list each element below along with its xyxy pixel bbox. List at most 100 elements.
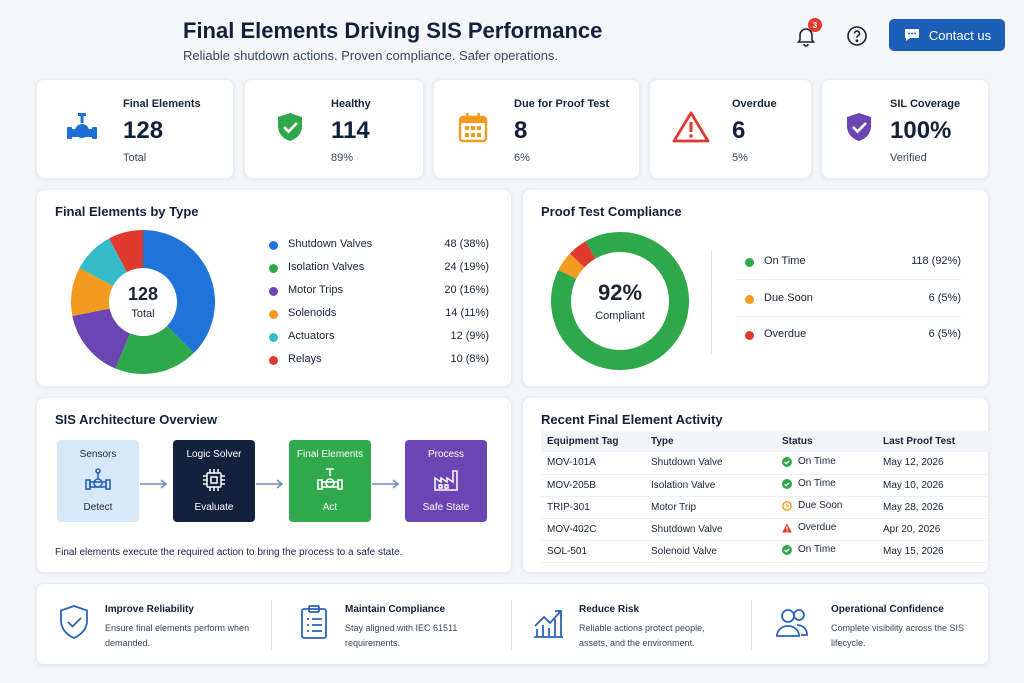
table-row[interactable]: MOV-402C Shutdown Valve Overdue Apr 20, 2… (541, 518, 991, 541)
donut-center-label: Total (131, 308, 155, 320)
shield-icon (847, 113, 871, 141)
legend-dot (269, 241, 278, 250)
legend-dot (269, 264, 278, 273)
arch-step-process[interactable]: Process Safe State (405, 440, 487, 522)
arch-step-logic-solver[interactable]: Logic Solver Evaluate (173, 440, 255, 522)
calendar-icon (458, 113, 488, 143)
donut-slice-actuators (79, 238, 127, 286)
donut-slice-relays (109, 230, 143, 273)
column-header[interactable]: Status (776, 431, 877, 452)
compliance-legend-item: On Time 118 (92%) (745, 255, 961, 271)
donut-slice-solenoids (71, 268, 114, 317)
by-type-panel: Final Elements by Type 128 Total Shutdow… (36, 189, 512, 387)
divider (711, 250, 712, 354)
kpi-card-overdue[interactable]: Overdue 6 5% (649, 79, 812, 179)
legend-item: Isolation Valves 24 (19%) (269, 261, 489, 277)
arch-step-final-elements[interactable]: Final Elements Act (289, 440, 371, 522)
arrow-right-icon (372, 479, 400, 489)
table-row[interactable]: SOL-501 Solenoid Valve On Time May 15, 20… (541, 540, 991, 563)
kpi-label: SIL Coverage (890, 98, 961, 110)
donut-slice-due-soon (558, 253, 585, 279)
legend-item: Actuators 12 (9%) (269, 330, 489, 346)
chat-icon (904, 29, 919, 41)
valve-icon (317, 468, 343, 490)
donut-center-value: 128 (127, 284, 159, 304)
architecture-title: SIS Architecture Overview (55, 412, 218, 427)
kpi-value: 6 (732, 117, 746, 144)
status-badge: On Time (798, 544, 836, 556)
column-header[interactable]: Last Proof Test (877, 431, 991, 452)
activity-title: Recent Final Element Activity (541, 412, 723, 427)
kpi-label: Final Elements (123, 98, 201, 110)
divider (751, 600, 752, 650)
architecture-panel: SIS Architecture Overview Sensors Detect… (36, 397, 512, 573)
kpi-sub: Verified (890, 152, 927, 164)
chart-up-icon (534, 610, 563, 638)
table-row[interactable]: TRIP-301 Motor Trip Due Soon May 28, 2026 (541, 496, 991, 519)
donut-slice-overdue (569, 241, 596, 268)
kpi-card-healthy[interactable]: Healthy 114 89% (244, 79, 424, 179)
compliance-panel: Proof Test Compliance 92% Compliant On T… (522, 189, 989, 387)
feature-reduce-risk: Reduce Risk Reliable actions protect peo… (531, 584, 741, 666)
feature-maintain-compliance: Maintain Compliance Stay aligned with IE… (297, 584, 497, 666)
check-circle-icon (782, 544, 792, 555)
activity-table: Equipment Tag Type Status Last Proof Tes… (541, 431, 991, 563)
arrow-right-icon (140, 479, 168, 489)
users-icon (776, 609, 808, 637)
legend-dot (269, 310, 278, 319)
divider (737, 316, 961, 317)
kpi-sub: 89% (331, 152, 354, 164)
notification-badge: 3 (808, 18, 822, 32)
shield-check-icon (60, 605, 88, 639)
kpi-sub: Total (123, 152, 147, 164)
legend-dot (269, 333, 278, 342)
divider (737, 279, 961, 280)
status-badge: On Time (798, 478, 836, 490)
contact-us-button[interactable]: Contact us (889, 19, 1005, 51)
arch-step-sensors[interactable]: Sensors Detect (57, 440, 139, 522)
clipboard-icon (301, 605, 327, 639)
donut-slice-shutdown-valves (143, 230, 215, 353)
divider (511, 600, 512, 650)
kpi-label: Due for Proof Test (514, 98, 610, 110)
legend-dot (269, 287, 278, 296)
status-badge: Overdue (798, 522, 837, 534)
kpi-sub: 5% (732, 152, 748, 164)
warning-icon (782, 523, 792, 533)
help-icon[interactable] (845, 24, 869, 48)
donut-slice-isolation-valves (115, 326, 194, 374)
compliance-center-value: 92% (597, 280, 643, 305)
kpi-card-final-elements[interactable]: Final Elements 128 Total (36, 79, 234, 179)
legend-item: Relays 10 (8%) (269, 353, 489, 369)
column-header[interactable]: Equipment Tag (541, 431, 645, 452)
architecture-caption: Final elements execute the required acti… (55, 547, 403, 558)
table-row[interactable]: MOV-101A Shutdown Valve On Time May 12, 2… (541, 452, 991, 475)
compliance-legend-item: Due Soon 6 (5%) (745, 292, 961, 308)
column-header[interactable]: Type (645, 431, 776, 452)
check-circle-icon (782, 456, 792, 467)
bell-icon[interactable] (794, 24, 818, 48)
shield-check-icon (278, 113, 302, 141)
kpi-card-sil-coverage[interactable]: SIL Coverage 100% Verified (821, 79, 989, 179)
clock-icon (782, 500, 792, 511)
feature-improve-reliability: Improve Reliability Ensure final element… (57, 584, 267, 666)
legend-item: Shutdown Valves 48 (38%) (269, 238, 489, 254)
check-circle-icon (782, 478, 792, 489)
page-title: Final Elements Driving SIS Performance (183, 18, 603, 43)
factory-icon (434, 470, 458, 491)
features-panel: Improve Reliability Ensure final element… (36, 583, 989, 665)
kpi-value: 8 (514, 117, 528, 144)
compliance-title: Proof Test Compliance (541, 204, 682, 219)
kpi-sub: 6% (514, 152, 530, 164)
compliance-donut-chart (551, 232, 689, 370)
kpi-card-due-proof-test[interactable]: Due for Proof Test 8 6% (433, 79, 640, 179)
chip-icon (203, 469, 225, 491)
contact-us-label: Contact us (928, 27, 992, 43)
table-row[interactable]: MOV-205B Isolation Valve On Time May 10, … (541, 474, 991, 497)
legend-item: Solenoids 14 (11%) (269, 307, 489, 323)
compliance-legend-item: Overdue 6 (5%) (745, 328, 961, 344)
legend-dot (269, 356, 278, 365)
status-badge: On Time (798, 456, 836, 467)
status-badge: Due Soon (798, 500, 843, 512)
legend-item: Motor Trips 20 (16%) (269, 284, 489, 300)
